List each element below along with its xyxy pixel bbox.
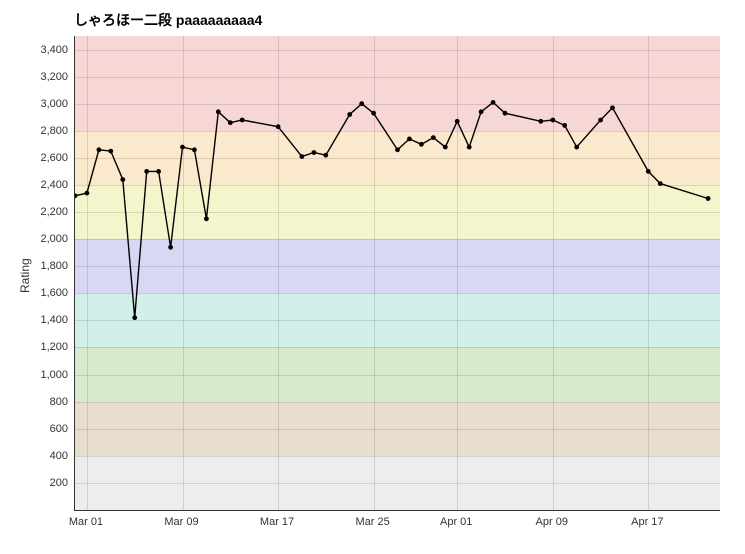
data-point	[120, 177, 125, 182]
data-point	[395, 147, 400, 152]
data-point	[85, 191, 90, 196]
x-tick-label: Apr 01	[440, 516, 472, 528]
data-point	[467, 145, 472, 150]
y-tick-label: 1,200	[18, 341, 68, 353]
x-tick-label: Mar 09	[164, 516, 198, 528]
y-tick-label: 2,400	[18, 179, 68, 191]
y-tick-label: 200	[18, 477, 68, 489]
data-point	[431, 135, 436, 140]
y-tick-label: 1,600	[18, 287, 68, 299]
data-point	[371, 111, 376, 116]
data-point	[192, 147, 197, 152]
data-point	[562, 123, 567, 128]
data-point	[323, 153, 328, 158]
x-tick-label: Mar 17	[260, 516, 294, 528]
data-point	[276, 124, 281, 129]
y-tick-label: 3,000	[18, 98, 68, 110]
data-point	[132, 315, 137, 320]
y-tick-label: 1,000	[18, 369, 68, 381]
data-point	[658, 181, 663, 186]
data-point	[108, 149, 113, 154]
y-tick-label: 2,200	[18, 206, 68, 218]
chart-title: しゃろほー二段 paaaaaaaaa4	[74, 10, 262, 30]
data-point	[97, 147, 102, 152]
data-point	[216, 109, 221, 114]
y-tick-label: 1,400	[18, 314, 68, 326]
data-point	[347, 112, 352, 117]
data-point	[503, 111, 508, 116]
line-series	[75, 36, 720, 510]
data-point	[491, 100, 496, 105]
data-point	[180, 145, 185, 150]
chart-container: しゃろほー二段 paaaaaaaaa4 Rating 2004006008001…	[0, 0, 745, 554]
y-tick-label: 3,200	[18, 71, 68, 83]
x-tick-label: Mar 01	[69, 516, 103, 528]
data-point	[300, 154, 305, 159]
plot-area	[74, 36, 720, 511]
y-tick-label: 2,800	[18, 125, 68, 137]
data-point	[646, 169, 651, 174]
data-point	[706, 196, 711, 201]
data-point	[204, 216, 209, 221]
x-tick-label: Apr 17	[631, 516, 663, 528]
data-point	[144, 169, 149, 174]
data-point	[407, 137, 412, 142]
data-point	[455, 119, 460, 124]
data-point	[168, 245, 173, 250]
data-point	[419, 142, 424, 147]
x-tick-label: Apr 09	[536, 516, 568, 528]
y-tick-label: 1,800	[18, 260, 68, 272]
data-point	[228, 120, 233, 125]
data-point	[574, 145, 579, 150]
data-point	[74, 193, 77, 198]
x-tick-label: Mar 25	[355, 516, 389, 528]
y-tick-label: 800	[18, 396, 68, 408]
data-point	[156, 169, 161, 174]
data-point	[550, 118, 555, 123]
series-line	[75, 102, 708, 317]
data-point	[610, 105, 615, 110]
y-tick-label: 400	[18, 450, 68, 462]
y-tick-label: 600	[18, 423, 68, 435]
data-point	[538, 119, 543, 124]
y-tick-label: 2,000	[18, 233, 68, 245]
data-point	[443, 145, 448, 150]
data-point	[479, 109, 484, 114]
data-point	[312, 150, 317, 155]
data-point	[598, 118, 603, 123]
y-tick-label: 3,400	[18, 44, 68, 56]
data-point	[359, 101, 364, 106]
data-point	[240, 118, 245, 123]
y-tick-label: 2,600	[18, 152, 68, 164]
